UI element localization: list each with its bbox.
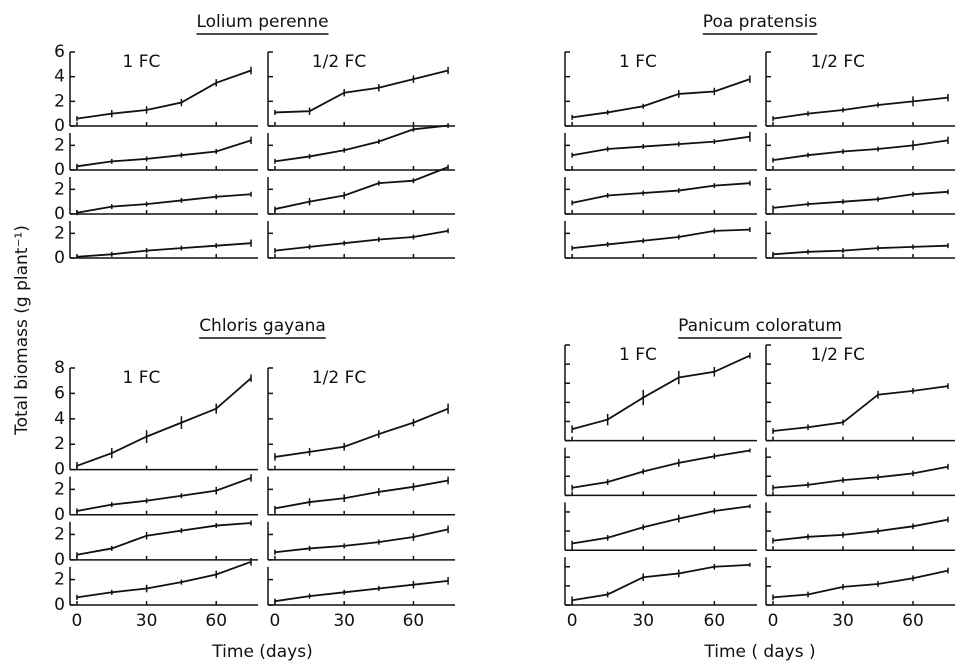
x-tick-label: 0	[270, 611, 281, 631]
y-tick-label: 2	[54, 570, 65, 590]
y-tick-label: 0	[54, 248, 65, 268]
data-line	[76, 560, 252, 599]
data-line	[274, 528, 449, 554]
data-line	[772, 518, 949, 542]
y-tick-label: 0	[54, 505, 65, 525]
x-tick-label: 0	[768, 611, 779, 631]
y-tick-label: 2	[54, 223, 65, 243]
data-line	[76, 477, 252, 512]
data-line	[772, 190, 949, 209]
panel-label: 1 FC	[619, 345, 657, 365]
x-tick-label: 0	[567, 611, 578, 631]
y-tick-label: 0	[54, 460, 65, 480]
y-tick-label: 0	[54, 550, 65, 570]
data-line	[571, 135, 751, 157]
data-line	[274, 479, 449, 510]
data-line	[571, 78, 751, 119]
data-line	[274, 579, 449, 603]
panel-label: 1 FC	[123, 368, 161, 388]
data-line	[772, 96, 949, 120]
data-line	[571, 563, 750, 602]
chart-title: Poa pratensis	[703, 12, 818, 32]
panel-label: 1 FC	[619, 52, 657, 72]
data-line	[274, 166, 449, 210]
data-line	[76, 139, 252, 168]
y-tick-label: 8	[54, 358, 65, 378]
data-line	[572, 228, 750, 250]
data-line	[76, 377, 252, 467]
data-line	[274, 229, 449, 252]
panel-label: 1 FC	[123, 52, 161, 72]
data-line	[76, 193, 252, 214]
data-line	[571, 354, 751, 430]
chart-title: Chloris gayana	[199, 316, 326, 336]
panel-label: 1/2 FC	[312, 368, 366, 388]
y-tick-label: 6	[54, 383, 65, 403]
x-tick-label: 30	[832, 611, 854, 631]
chart-title: Lolium perenne	[196, 12, 328, 32]
x-tick-label: 0	[72, 611, 83, 631]
x-tick-label: 60	[902, 611, 924, 631]
x-tick-label: 60	[205, 611, 227, 631]
data-line	[274, 69, 449, 114]
y-tick-label: 0	[54, 204, 65, 224]
chart-title: Panicum coloratum	[678, 316, 842, 336]
x-tick-label: 30	[333, 611, 355, 631]
y-tick-label: 0	[54, 160, 65, 180]
data-line	[772, 465, 949, 489]
y-tick-label: 4	[54, 67, 65, 87]
y-tick-label: 2	[54, 434, 65, 454]
data-line	[274, 124, 449, 163]
panel-label: 1/2 FC	[811, 52, 865, 72]
y-axis-label: Total biomass (g plant⁻¹)	[12, 225, 32, 436]
y-tick-label: 4	[54, 409, 65, 429]
x-axis-label: Time ( days )	[703, 642, 815, 662]
data-line	[772, 244, 949, 256]
data-line	[772, 385, 949, 432]
data-line	[571, 449, 751, 489]
data-line	[274, 407, 449, 458]
data-line	[76, 69, 252, 120]
y-tick-label: 2	[54, 479, 65, 499]
y-tick-label: 2	[54, 91, 65, 111]
data-line	[76, 242, 252, 258]
x-tick-label: 30	[632, 611, 654, 631]
y-tick-label: 2	[54, 524, 65, 544]
x-tick-label: 30	[136, 611, 158, 631]
x-tick-label: 60	[704, 611, 726, 631]
y-tick-label: 6	[54, 42, 65, 62]
y-tick-label: 0	[54, 595, 65, 615]
data-line	[772, 569, 949, 599]
y-tick-label: 2	[54, 135, 65, 155]
data-line	[772, 139, 949, 162]
x-axis-label: Time (days)	[211, 642, 312, 662]
y-tick-label: 0	[54, 116, 65, 136]
x-tick-label: 60	[403, 611, 425, 631]
panel-label: 1/2 FC	[811, 345, 865, 365]
data-line	[571, 182, 750, 204]
panel-label: 1/2 FC	[312, 52, 366, 72]
data-line	[571, 505, 751, 545]
y-tick-label: 2	[54, 179, 65, 199]
data-line	[76, 522, 252, 556]
